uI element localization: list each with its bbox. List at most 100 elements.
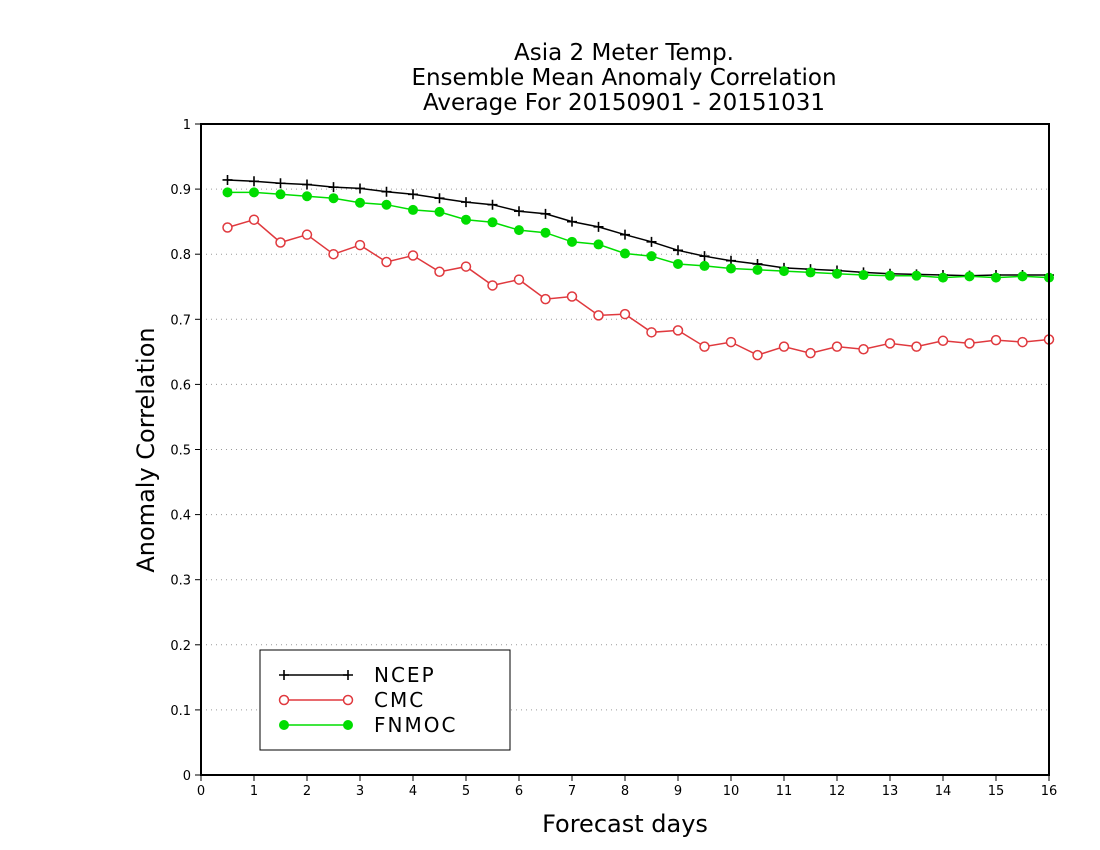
data-point-ncep — [699, 251, 710, 262]
data-point-fnmoc — [461, 214, 471, 225]
data-point-fnmoc — [249, 187, 259, 198]
x-tick-label: 3 — [356, 784, 364, 799]
data-point-cmc — [911, 341, 922, 352]
data-point-cmc — [248, 214, 260, 225]
data-point-fnmoc — [885, 270, 895, 281]
x-axis-ticks: 0 1 2 3 4 5 6 7 8 9 10 11 12 13 14 15 16 — [197, 775, 1057, 799]
legend-label-fnmoc: FNMOC — [374, 713, 457, 737]
x-tick-label: 4 — [409, 784, 417, 799]
legend-item-cmc: CMC — [278, 688, 423, 712]
legend-item-fnmoc: FNMOC — [279, 713, 457, 737]
data-point-fnmoc — [620, 248, 630, 259]
data-point-ncep — [540, 208, 551, 219]
chart-title-line-3: Average For 20150901 - 20151031 — [423, 90, 825, 116]
data-point-fnmoc — [858, 270, 869, 281]
data-point-cmc — [990, 334, 1002, 346]
y-tick-label: 0.6 — [170, 378, 191, 393]
data-point-cmc — [699, 341, 710, 352]
legend-marker-ncep — [279, 670, 289, 680]
data-point-ncep — [408, 189, 418, 200]
legend-marker-ncep — [343, 670, 353, 680]
data-point-cmc — [646, 327, 657, 338]
data-point-cmc — [540, 293, 551, 305]
data-point-cmc — [778, 341, 790, 352]
y-tick-label: 0.1 — [170, 704, 191, 719]
data-point-cmc — [672, 325, 684, 336]
data-point-fnmoc — [938, 272, 948, 283]
data-point-cmc — [275, 237, 286, 248]
data-point-ncep — [381, 186, 392, 197]
data-point-cmc — [222, 222, 233, 233]
y-axis-label: Anomaly Correlation — [132, 327, 160, 572]
data-point-ncep — [593, 221, 604, 232]
y-tick-label: 1 — [183, 118, 191, 133]
data-point-fnmoc — [991, 272, 1001, 283]
x-tick-label: 12 — [829, 784, 846, 799]
data-point-fnmoc — [222, 187, 233, 198]
data-point-fnmoc — [434, 206, 445, 217]
series-cmc — [222, 214, 1055, 361]
data-point-fnmoc — [567, 236, 577, 247]
data-point-cmc — [752, 349, 763, 361]
data-point-fnmoc — [964, 271, 975, 282]
x-axis-label: Forecast days — [542, 810, 708, 838]
legend-marker-cmc — [342, 694, 354, 706]
data-point-cmc — [858, 343, 869, 355]
data-point-fnmoc — [805, 267, 816, 278]
data-point-cmc — [328, 248, 339, 260]
series-layer — [222, 174, 1055, 361]
x-tick-label: 14 — [935, 784, 952, 799]
y-axis-ticks: 0 0.1 0.2 0.3 0.4 0.5 0.6 0.7 0.8 0.9 1 — [170, 118, 201, 784]
series-line-fnmoc — [227, 191, 1050, 279]
data-point-fnmoc — [646, 251, 657, 262]
data-point-fnmoc — [593, 239, 604, 250]
data-point-cmc — [381, 256, 392, 268]
data-point-fnmoc — [408, 204, 418, 215]
data-point-cmc — [434, 266, 445, 278]
x-tick-label: 9 — [674, 784, 682, 799]
x-tick-label: 6 — [515, 784, 523, 799]
series-line-ncep — [227, 179, 1049, 277]
data-point-fnmoc — [487, 217, 498, 228]
data-point-fnmoc — [275, 189, 286, 200]
data-point-cmc — [805, 347, 816, 359]
data-point-fnmoc — [540, 227, 551, 238]
data-point-cmc — [619, 308, 631, 320]
data-point-ncep — [487, 199, 498, 210]
legend-marker-cmc — [278, 694, 290, 706]
data-point-ncep — [328, 182, 339, 193]
y-tick-label: 0.7 — [170, 313, 191, 328]
x-tick-label: 13 — [882, 784, 899, 799]
x-tick-label: 0 — [197, 784, 205, 799]
legend-marker-fnmoc — [279, 720, 289, 730]
data-point-fnmoc — [514, 225, 524, 236]
y-tick-label: 0.8 — [170, 248, 191, 263]
data-point-ncep — [673, 245, 683, 256]
data-point-cmc — [1017, 336, 1028, 348]
legend-label-ncep: NCEP — [374, 663, 436, 687]
x-tick-label: 2 — [303, 784, 311, 799]
x-tick-label: 5 — [462, 784, 470, 799]
x-tick-label: 15 — [988, 784, 1005, 799]
data-point-ncep — [567, 216, 577, 227]
y-tick-label: 0.2 — [170, 639, 191, 654]
series-fnmoc — [222, 187, 1054, 283]
y-tick-label: 0.3 — [170, 574, 191, 589]
data-point-ncep — [646, 236, 657, 247]
data-point-fnmoc — [699, 260, 710, 271]
data-point-cmc — [937, 335, 949, 347]
data-point-cmc — [354, 239, 366, 251]
y-tick-label: 0 — [183, 769, 191, 784]
y-tick-label: 0.4 — [170, 509, 191, 524]
data-point-fnmoc — [726, 263, 736, 274]
legend-item-ncep: NCEP — [279, 663, 436, 687]
y-tick-label: 0.9 — [170, 183, 191, 198]
y-tick-label: 0.5 — [170, 444, 191, 459]
data-point-fnmoc — [673, 258, 683, 269]
data-point-fnmoc — [752, 264, 763, 275]
x-tick-label: 11 — [776, 784, 793, 799]
data-point-ncep — [249, 176, 259, 187]
